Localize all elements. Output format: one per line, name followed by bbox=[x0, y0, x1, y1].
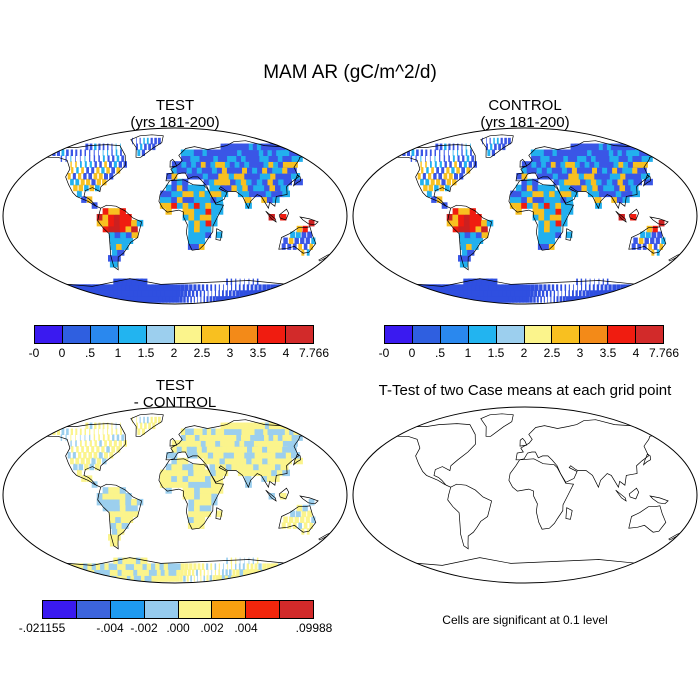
colorbar-swatch bbox=[90, 326, 119, 343]
colorbar-tick-label: 0 bbox=[58, 346, 66, 360]
colorbar-swatch bbox=[202, 326, 231, 343]
colorbar-tick-label: .09988 bbox=[295, 621, 333, 635]
colorbar-swatch bbox=[178, 601, 213, 618]
colorbar-tick-label: 7.766 bbox=[648, 346, 680, 360]
colorbar-swatch bbox=[230, 326, 259, 343]
colorbar-swatch bbox=[146, 326, 175, 343]
colorbar-tick-label: 3.5 bbox=[599, 346, 617, 360]
coastlines bbox=[394, 413, 684, 583]
coastlines bbox=[44, 413, 334, 583]
diff-colorbar bbox=[42, 600, 314, 619]
colorbar-swatch bbox=[62, 326, 91, 343]
colorbar-tick-label: .004 bbox=[234, 621, 258, 635]
colorbar-tick-label: -.004 bbox=[96, 621, 124, 635]
colorbar-tick-label: .002 bbox=[200, 621, 224, 635]
colorbar-swatch bbox=[385, 326, 413, 343]
colorbar-swatch bbox=[496, 326, 525, 343]
colorbar-swatch bbox=[286, 326, 314, 343]
colorbar-swatch bbox=[580, 326, 609, 343]
colorbar-swatch bbox=[258, 326, 287, 343]
colorbar-tick-label: 3 bbox=[576, 346, 584, 360]
colorbar-tick-label: 2.5 bbox=[193, 346, 211, 360]
colorbar-swatch bbox=[412, 326, 441, 343]
test-panel-title: TEST (yrs 181-200) bbox=[75, 97, 275, 131]
control-map bbox=[352, 127, 698, 305]
control-panel-title: CONTROL (yrs 181-200) bbox=[425, 97, 625, 131]
figure-title: MAM AR (gC/m^2/d) bbox=[263, 62, 437, 83]
coastlines bbox=[44, 134, 334, 304]
colorbar-swatch bbox=[524, 326, 553, 343]
colorbar-tick-label: 1.5 bbox=[487, 346, 505, 360]
colorbar-tick-label: 3.5 bbox=[249, 346, 267, 360]
colorbar-swatch bbox=[174, 326, 203, 343]
colorbar-tick-label: -0 bbox=[28, 346, 40, 360]
colorbar-tick-label: -.002 bbox=[130, 621, 158, 635]
colorbar-swatch bbox=[76, 601, 111, 618]
colorbar-tick-label: .5 bbox=[434, 346, 446, 360]
coastlines bbox=[394, 134, 684, 304]
colorbar-tick-label: 1 bbox=[464, 346, 472, 360]
colorbar-tick-label: 7.766 bbox=[298, 346, 330, 360]
colorbar-swatch bbox=[608, 326, 637, 343]
colorbar-swatch bbox=[144, 601, 179, 618]
ttest-panel-title: T-Test of two Case means at each grid po… bbox=[378, 382, 672, 399]
colorbar-swatch bbox=[468, 326, 497, 343]
colorbar-tick-label: .000 bbox=[166, 621, 190, 635]
control-colorbar bbox=[384, 325, 664, 344]
diff-title-line2: - CONTROL bbox=[133, 394, 217, 411]
colorbar-swatch bbox=[118, 326, 147, 343]
colorbar-tick-label: 1 bbox=[114, 346, 122, 360]
colorbar-tick-label: 0 bbox=[408, 346, 416, 360]
colorbar-swatch bbox=[43, 601, 77, 618]
test-colorbar bbox=[34, 325, 314, 344]
colorbar-tick-label: 4 bbox=[632, 346, 640, 360]
colorbar-tick-label: -0 bbox=[378, 346, 390, 360]
test-title-line2: (yrs 181-200) bbox=[130, 114, 220, 131]
test-title-line1: TEST bbox=[155, 97, 195, 114]
test-map bbox=[2, 127, 348, 305]
control-title-line2: (yrs 181-200) bbox=[480, 114, 570, 131]
colorbar-tick-label: 2.5 bbox=[543, 346, 561, 360]
diff-panel-title: TEST - CONTROL bbox=[75, 377, 275, 411]
diff-title-line1: TEST bbox=[155, 377, 195, 394]
colorbar-swatch bbox=[552, 326, 581, 343]
colorbar-swatch bbox=[35, 326, 63, 343]
colorbar-swatch bbox=[212, 601, 247, 618]
diff-map bbox=[2, 406, 348, 584]
colorbar-tick-label: 1.5 bbox=[137, 346, 155, 360]
colorbar-swatch bbox=[440, 326, 469, 343]
significance-note: Cells are significant at 0.1 level bbox=[442, 613, 608, 627]
colorbar-swatch bbox=[246, 601, 281, 618]
colorbar-tick-label: 3 bbox=[226, 346, 234, 360]
colorbar-tick-label: .5 bbox=[84, 346, 96, 360]
colorbar-swatch bbox=[110, 601, 145, 618]
colorbar-tick-label: 2 bbox=[170, 346, 178, 360]
control-title-line1: CONTROL bbox=[488, 97, 562, 114]
colorbar-swatch bbox=[280, 601, 313, 618]
ttest-map bbox=[352, 406, 698, 584]
colorbar-tick-label: -.021155 bbox=[18, 621, 66, 635]
colorbar-swatch bbox=[636, 326, 664, 343]
colorbar-tick-label: 4 bbox=[282, 346, 290, 360]
colorbar-tick-label: 2 bbox=[520, 346, 528, 360]
